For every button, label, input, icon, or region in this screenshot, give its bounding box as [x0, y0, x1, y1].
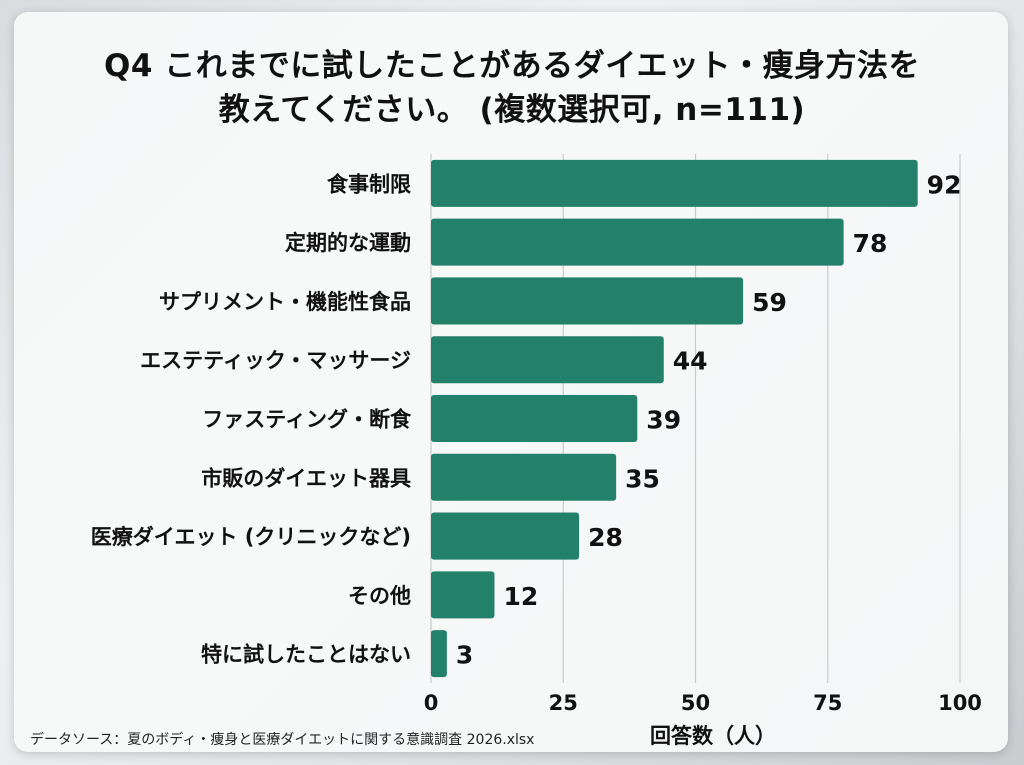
- x-tick-label: 50: [681, 691, 710, 715]
- x-tick-label: 75: [813, 691, 842, 715]
- category-label: 市販のダイエット器具: [201, 466, 411, 490]
- bar: [431, 571, 495, 619]
- category-label: その他: [348, 584, 411, 608]
- data-source-note: データソース：夏のボディ・痩身と医療ダイエットに関する意識調査 2026.xls…: [30, 732, 535, 748]
- data-label: 28: [588, 523, 623, 552]
- data-label: 44: [673, 347, 708, 376]
- category-label: サプリメント・機能性食品: [159, 290, 411, 314]
- chart-title: Q4 これまでに試したことがあるダイエット・痩身方法を 教えてください。 (複数…: [0, 44, 1024, 132]
- category-label: ファスティング・断食: [202, 408, 412, 432]
- data-label: 39: [646, 406, 681, 435]
- data-label: 59: [752, 288, 787, 317]
- data-label: 35: [625, 464, 660, 493]
- x-axis-label: 回答数（人）: [650, 724, 776, 748]
- x-tick-label: 0: [424, 691, 439, 715]
- bar: [431, 394, 638, 443]
- category-label: 特に試したことはない: [201, 643, 411, 667]
- x-tick-label: 25: [549, 691, 578, 715]
- data-label: 3: [456, 641, 473, 670]
- category-label: 定期的な運動: [285, 231, 411, 255]
- data-label: 12: [503, 582, 538, 611]
- bar: [431, 159, 918, 207]
- chart-title-line-1: Q4 これまでに試したことがあるダイエット・痩身方法を: [104, 48, 920, 84]
- chart-title-line-2: 教えてください。 (複数選択可, n=111): [218, 92, 806, 128]
- bar: [431, 453, 617, 501]
- data-label: 92: [927, 170, 962, 199]
- category-label: 食事制限: [327, 172, 411, 196]
- bar: [431, 218, 844, 266]
- x-tick-label: 100: [938, 691, 982, 715]
- bar: [431, 277, 744, 325]
- bar: [431, 336, 664, 384]
- category-label: エステティック・マッサージ: [140, 349, 411, 373]
- data-label: 78: [853, 229, 888, 258]
- category-label: 医療ダイエット (クリニックなど): [91, 525, 411, 549]
- bar: [431, 630, 447, 678]
- bar: [431, 512, 580, 560]
